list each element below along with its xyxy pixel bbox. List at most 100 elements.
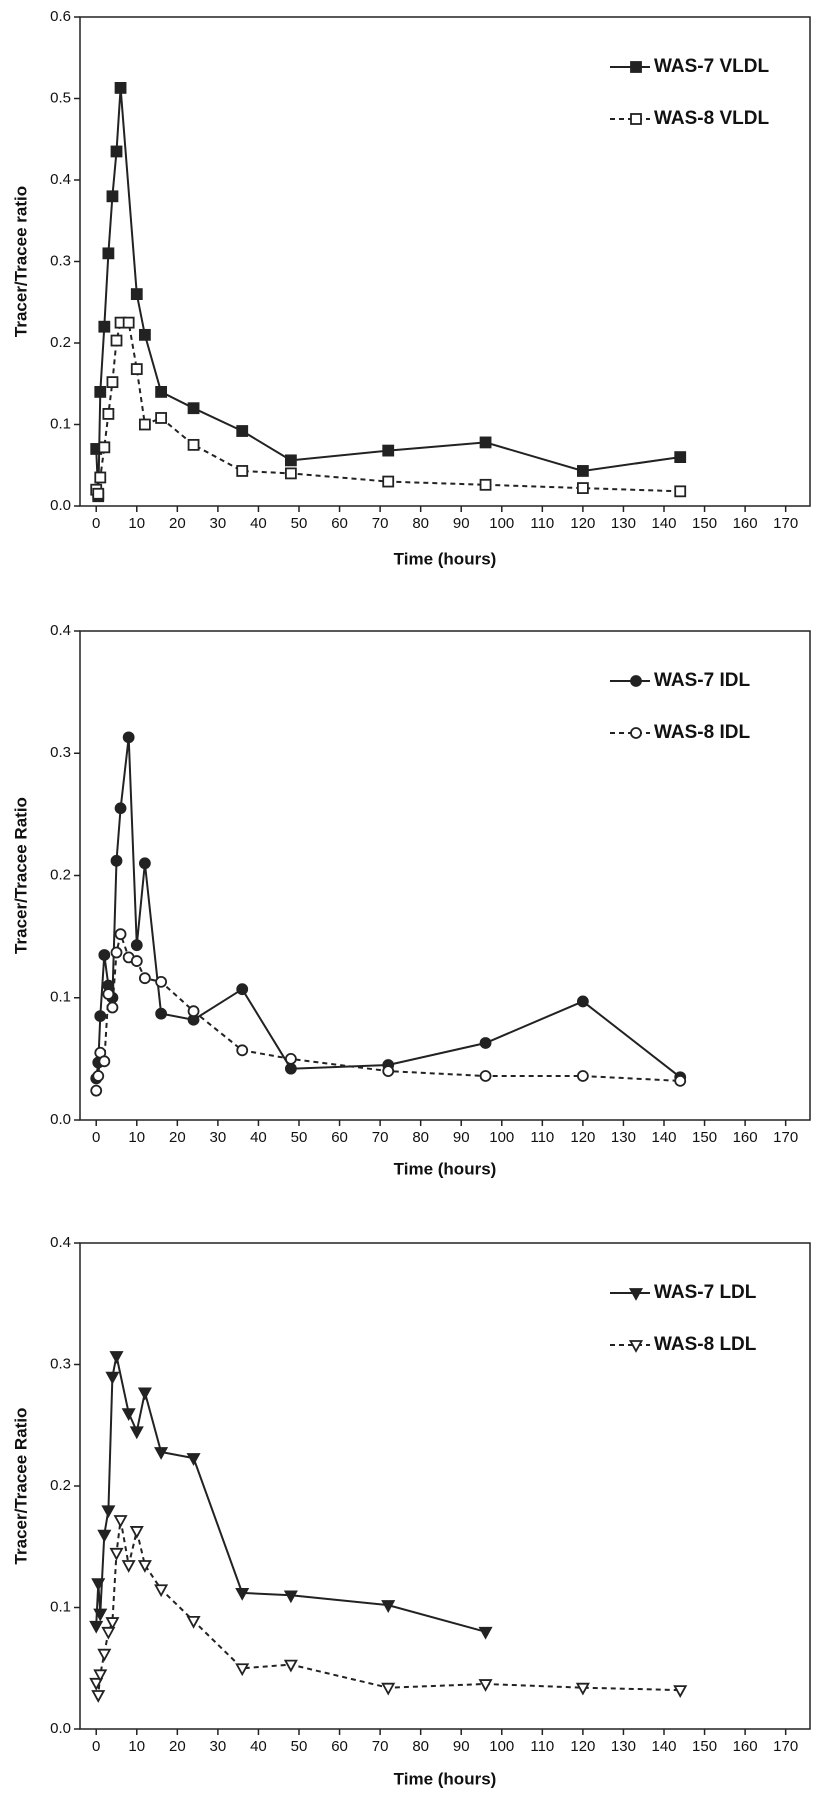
y-tick-label: 0.5 — [50, 89, 71, 106]
marker — [129, 1526, 144, 1539]
y-tick-label: 0.3 — [50, 1355, 71, 1372]
x-tick-label: 160 — [733, 1738, 758, 1755]
marker — [122, 731, 135, 744]
marker — [114, 928, 127, 941]
x-tick-label: 110 — [530, 1129, 554, 1146]
x-tick-label: 120 — [570, 1129, 595, 1146]
x-tick-label: 40 — [250, 1129, 267, 1146]
marker — [284, 1062, 297, 1075]
marker — [630, 113, 642, 125]
series-line — [95, 1355, 486, 1633]
x-tick-label: 80 — [412, 515, 429, 532]
marker — [92, 1070, 105, 1082]
marker — [89, 1677, 104, 1691]
marker — [105, 1371, 120, 1385]
marker — [98, 1055, 111, 1068]
x-tick-label: 70 — [372, 1129, 389, 1146]
marker — [94, 385, 107, 398]
legend-label: WAS-7 IDL — [654, 670, 750, 691]
x-tick-label: 90 — [453, 1738, 470, 1755]
marker — [674, 451, 687, 464]
marker — [106, 376, 119, 389]
marker — [110, 145, 123, 158]
marker — [479, 436, 492, 449]
y-tick-label: 0.1 — [50, 415, 71, 432]
x-tick-label: 130 — [611, 515, 636, 532]
marker — [235, 1588, 250, 1601]
marker — [628, 1288, 644, 1301]
marker — [110, 334, 123, 347]
marker — [138, 418, 151, 431]
marker — [98, 949, 111, 961]
marker — [91, 1690, 106, 1703]
x-tick-label: 50 — [291, 1129, 308, 1146]
marker — [479, 1037, 492, 1049]
x-tick-label: 80 — [412, 1738, 429, 1755]
y-tick-label: 0.0 — [50, 497, 71, 514]
marker — [673, 1685, 688, 1698]
marker — [576, 1070, 589, 1082]
marker — [98, 320, 111, 333]
x-tick-label: 130 — [611, 1129, 636, 1146]
y-axis-title: Tracer/Tracee Ratio — [11, 797, 30, 954]
marker — [130, 955, 143, 967]
marker — [478, 1626, 493, 1640]
y-tick-label: 0.2 — [50, 1477, 71, 1494]
marker — [382, 444, 395, 457]
x-tick-label: 70 — [372, 515, 389, 532]
x-tick-label: 110 — [530, 1738, 554, 1755]
marker — [93, 1669, 108, 1683]
marker — [114, 82, 127, 94]
legend-label: WAS-7 LDL — [654, 1282, 757, 1303]
marker — [382, 475, 395, 488]
y-tick-label: 0.3 — [50, 744, 71, 761]
x-tick-label: 40 — [250, 515, 267, 532]
x-tick-label: 130 — [611, 1738, 636, 1755]
marker — [186, 1453, 201, 1466]
marker — [576, 995, 589, 1008]
marker — [235, 1663, 250, 1677]
x-axis-title: Time (hours) — [394, 1769, 497, 1788]
x-tick-label: 0 — [92, 515, 100, 532]
marker — [138, 857, 151, 870]
marker — [284, 467, 297, 480]
marker — [155, 412, 168, 424]
marker — [575, 1682, 590, 1696]
marker — [137, 1387, 152, 1401]
y-tick-label: 0.0 — [50, 1720, 71, 1737]
y-tick-label: 0.2 — [50, 334, 71, 351]
marker — [129, 1426, 144, 1440]
y-tick-label: 0.4 — [50, 622, 71, 639]
x-axis-title: Time (hours) — [394, 549, 497, 568]
x-tick-label: 100 — [489, 1129, 514, 1146]
x-tick-label: 20 — [169, 515, 186, 532]
marker — [94, 1010, 107, 1022]
x-tick-label: 120 — [570, 1738, 595, 1755]
marker — [154, 1584, 169, 1598]
x-tick-label: 20 — [169, 1738, 186, 1755]
x-tick-label: 50 — [291, 1738, 308, 1755]
marker — [138, 972, 151, 985]
x-tick-label: 150 — [692, 515, 717, 532]
marker — [92, 487, 105, 500]
marker — [628, 1340, 644, 1353]
marker — [154, 1447, 169, 1460]
chart: 0.0 0.1 0.2 0.3 0.4 0 10 20 30 40 50 60 70 80 90 100 110… — [11, 622, 811, 1178]
y-tick-label: 0.3 — [50, 252, 71, 269]
marker — [113, 1515, 128, 1528]
x-tick-label: 150 — [692, 1738, 717, 1755]
marker — [630, 727, 642, 739]
x-tick-label: 110 — [530, 515, 554, 532]
marker — [155, 975, 168, 988]
marker — [121, 1408, 136, 1421]
marker — [283, 1659, 298, 1673]
y-tick-label: 0.0 — [50, 1111, 71, 1128]
marker — [102, 988, 115, 1000]
marker — [382, 1065, 395, 1077]
x-tick-label: 60 — [331, 1129, 348, 1146]
marker — [105, 1617, 120, 1630]
marker — [187, 438, 200, 451]
x-tick-label: 60 — [331, 515, 348, 532]
marker — [155, 1007, 168, 1020]
